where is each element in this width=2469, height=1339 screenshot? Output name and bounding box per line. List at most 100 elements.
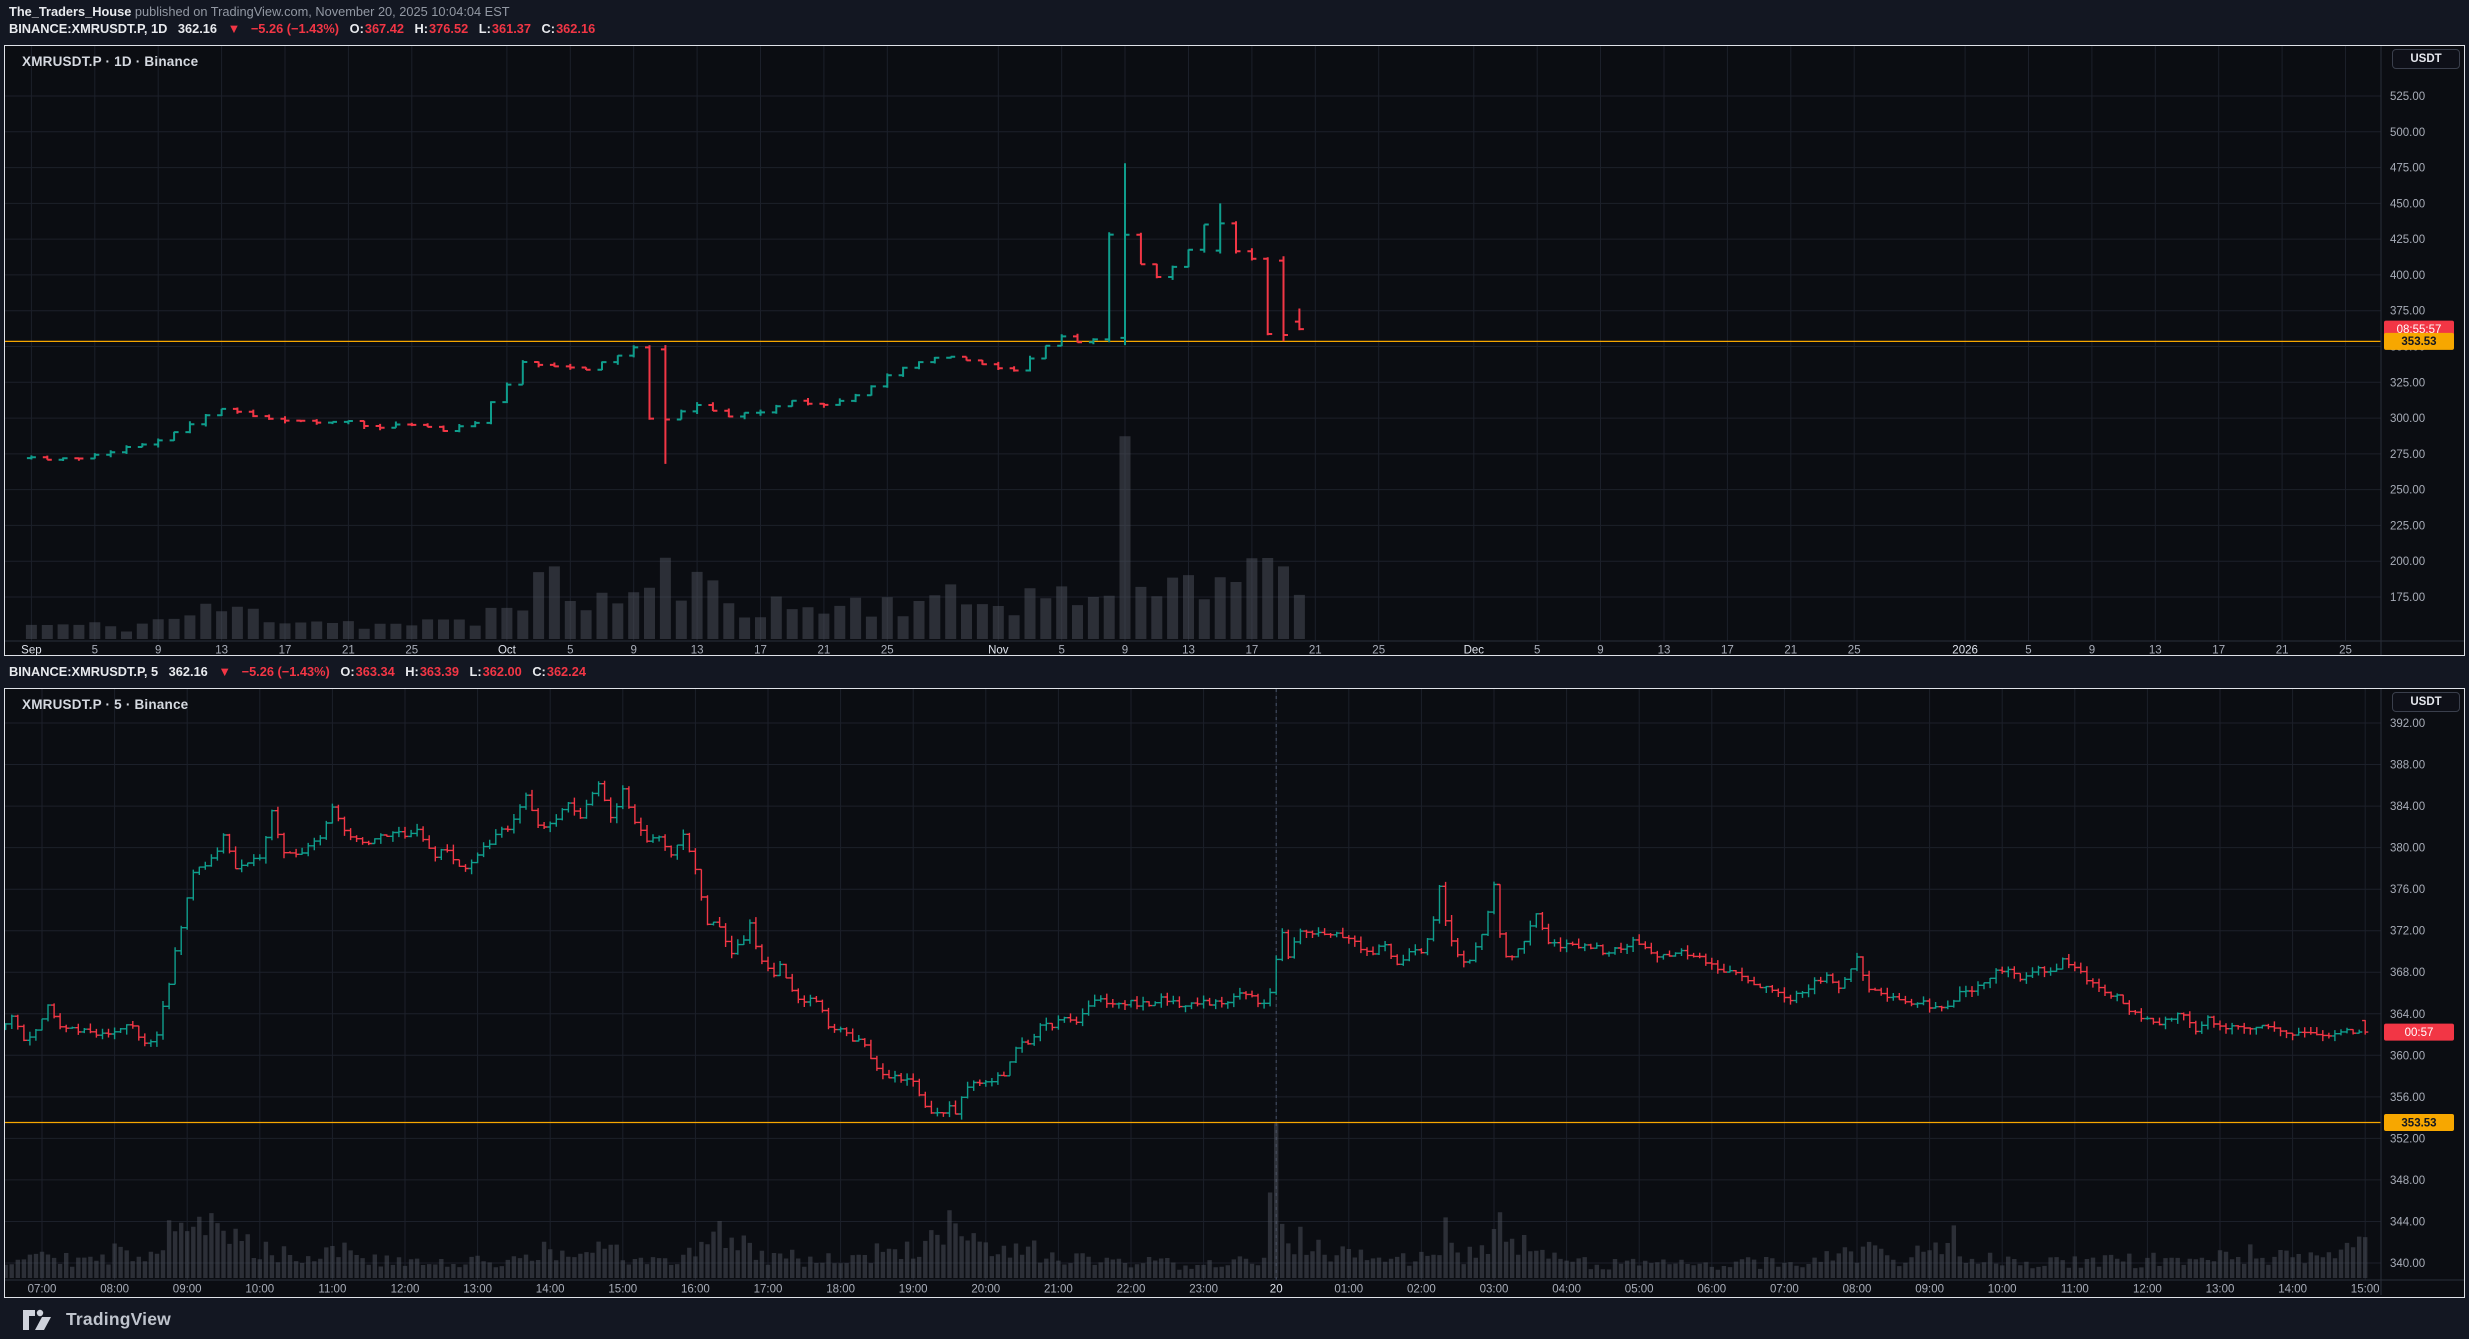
time-tick-label: Nov [988, 645, 1009, 656]
time-tick-label: 21 [1784, 645, 1797, 656]
daily-chart-plot[interactable]: 525.00 500.00 475.00 450.00 425.00 400.00 375.… [5, 46, 2464, 655]
high-label: H: [405, 664, 419, 679]
time-tick-label: 18:00 [826, 1284, 855, 1296]
price-tick-label: 380.00 [2390, 843, 2425, 855]
price-tick-label: 175.00 [2390, 592, 2425, 604]
time-tick-label: 9 [155, 645, 161, 656]
publisher-name: The_Traders_House [9, 4, 132, 19]
time-tick-label: 13 [1182, 645, 1195, 656]
price-tick-label: 450.00 [2390, 198, 2425, 210]
alert-price-label: 353.53 [2384, 1114, 2454, 1131]
volume-bars [5, 1123, 2368, 1278]
alert-price-label: 353.53 [2384, 332, 2454, 350]
svg-text:353.53: 353.53 [2401, 1117, 2436, 1129]
publish-info: The_Traders_House published on TradingVi… [9, 4, 510, 19]
price-tick-label: 300.00 [2390, 413, 2425, 425]
time-tick-label: 07:00 [28, 1284, 57, 1296]
time-tick-label: 20 [1270, 1284, 1283, 1296]
symbol-info-line-5m: BINANCE:XMRUSDT.P, 5 362.16 ▼ −5.26 (−1.… [9, 664, 586, 679]
symbol-info-line-1d: BINANCE:XMRUSDT.P, 1D 362.16 ▼ −5.26 (−1… [9, 21, 595, 36]
open-value: 367.42 [364, 21, 404, 36]
time-tick-label: 13 [2149, 645, 2162, 656]
time-tick-label: 01:00 [1334, 1284, 1363, 1296]
time-tick-label: 22:00 [1117, 1284, 1146, 1296]
time-tick-label: 21:00 [1044, 1284, 1073, 1296]
time-tick-label: 17:00 [754, 1284, 783, 1296]
time-tick-label: 21 [2276, 645, 2289, 656]
time-tick-label: 13 [215, 645, 228, 656]
time-tick-label: 04:00 [1552, 1284, 1581, 1296]
time-tick-label: 17 [279, 645, 292, 656]
volume-bars [25, 436, 1305, 639]
price-tick-label: 348.00 [2390, 1175, 2425, 1187]
tradingview-logo-icon[interactable] [22, 1308, 56, 1332]
time-tick-label: 08:00 [1843, 1284, 1872, 1296]
time-tick-label: 13:00 [463, 1284, 492, 1296]
time-tick-label: 17 [2212, 645, 2225, 656]
time-tick-label: 9 [630, 645, 636, 656]
price-tick-label: 400.00 [2390, 270, 2425, 282]
ohlc-bars-down [14, 780, 2369, 1117]
time-tick-label: 25 [1848, 645, 1861, 656]
time-tick-label: Oct [498, 645, 517, 656]
time-tick-label: 11:00 [2061, 1284, 2089, 1296]
time-tick-label: 21 [818, 645, 831, 656]
time-tick-label: 5 [2025, 645, 2031, 656]
price-tick-label: 225.00 [2390, 520, 2425, 532]
price-tick-label: 525.00 [2390, 91, 2425, 103]
time-tick-label: 17 [1721, 645, 1734, 656]
currency-button-1d[interactable]: USDT [2392, 49, 2460, 69]
price-tick-label: 368.00 [2390, 967, 2425, 979]
time-tick-label: 20:00 [971, 1284, 1000, 1296]
close-label: C: [541, 21, 556, 36]
ohlc-bars-up [5, 781, 2363, 1120]
time-tick-label: 5 [567, 645, 573, 656]
high-value: 376.52 [429, 21, 469, 36]
price-tick-label: 384.00 [2390, 801, 2425, 813]
daily-chart-panel: 525.00 500.00 475.00 450.00 425.00 400.00 375.… [4, 45, 2465, 656]
price-tick-label: 340.00 [2390, 1258, 2425, 1270]
time-tick-label: 19:00 [899, 1284, 928, 1296]
tradingview-brand[interactable]: TradingView [66, 1309, 171, 1329]
time-tick-label: 16:00 [681, 1284, 710, 1296]
price-tick-label: 376.00 [2390, 884, 2425, 896]
open-label: O: [340, 664, 355, 679]
price-tick-label: 352.00 [2390, 1133, 2425, 1145]
last-price: 362.16 [177, 21, 218, 36]
time-tick-label: 12:00 [391, 1284, 420, 1296]
time-tick-label: 13 [1658, 645, 1671, 656]
close-value: 362.16 [556, 21, 596, 36]
price-tick-label: 250.00 [2390, 485, 2425, 497]
ohlc-bars-down [42, 221, 1304, 464]
time-tick-label: 13:00 [2206, 1284, 2235, 1296]
time-tick-label: 25 [2339, 645, 2352, 656]
price-tick-label: 275.00 [2390, 449, 2425, 461]
direction-arrow-icon: ▼ [218, 664, 232, 679]
low-value: 362.00 [482, 664, 522, 679]
time-tick-label: 14:00 [536, 1284, 565, 1296]
time-tick-label: 09:00 [1915, 1284, 1944, 1296]
close-value: 362.24 [546, 664, 586, 679]
currency-button-5m[interactable]: USDT [2392, 692, 2460, 712]
time-tick-label: 10:00 [1988, 1284, 2017, 1296]
intraday-chart-plot[interactable]: 392.00 388.00 384.00 380.00 376.00 372.00 368.… [5, 689, 2464, 1295]
time-tick-label: 11:00 [318, 1284, 346, 1296]
time-tick-label: 05:00 [1625, 1284, 1654, 1296]
price-change: −5.26 (−1.43%) [250, 21, 340, 36]
time-tick-label: 2026 [1952, 645, 1978, 656]
time-tick-label: 5 [1534, 645, 1540, 656]
time-tick-label: 02:00 [1407, 1284, 1436, 1296]
time-tick-label: 9 [2089, 645, 2095, 656]
price-tick-label: 344.00 [2390, 1217, 2425, 1229]
low-label: L: [478, 21, 491, 36]
high-label: H: [414, 21, 429, 36]
time-tick-label: 17 [754, 645, 767, 656]
time-tick-label: 07:00 [1770, 1284, 1799, 1296]
ohlc-bars-up [26, 163, 1225, 461]
direction-arrow-icon: ▼ [227, 21, 241, 36]
price-tick-label: 388.00 [2390, 760, 2425, 772]
time-tick-label: 17 [1246, 645, 1259, 656]
symbol-interval: BINANCE:XMRUSDT.P, 1D [9, 21, 168, 36]
low-value: 361.37 [491, 21, 531, 36]
time-tick-label: 15:00 [608, 1284, 637, 1296]
